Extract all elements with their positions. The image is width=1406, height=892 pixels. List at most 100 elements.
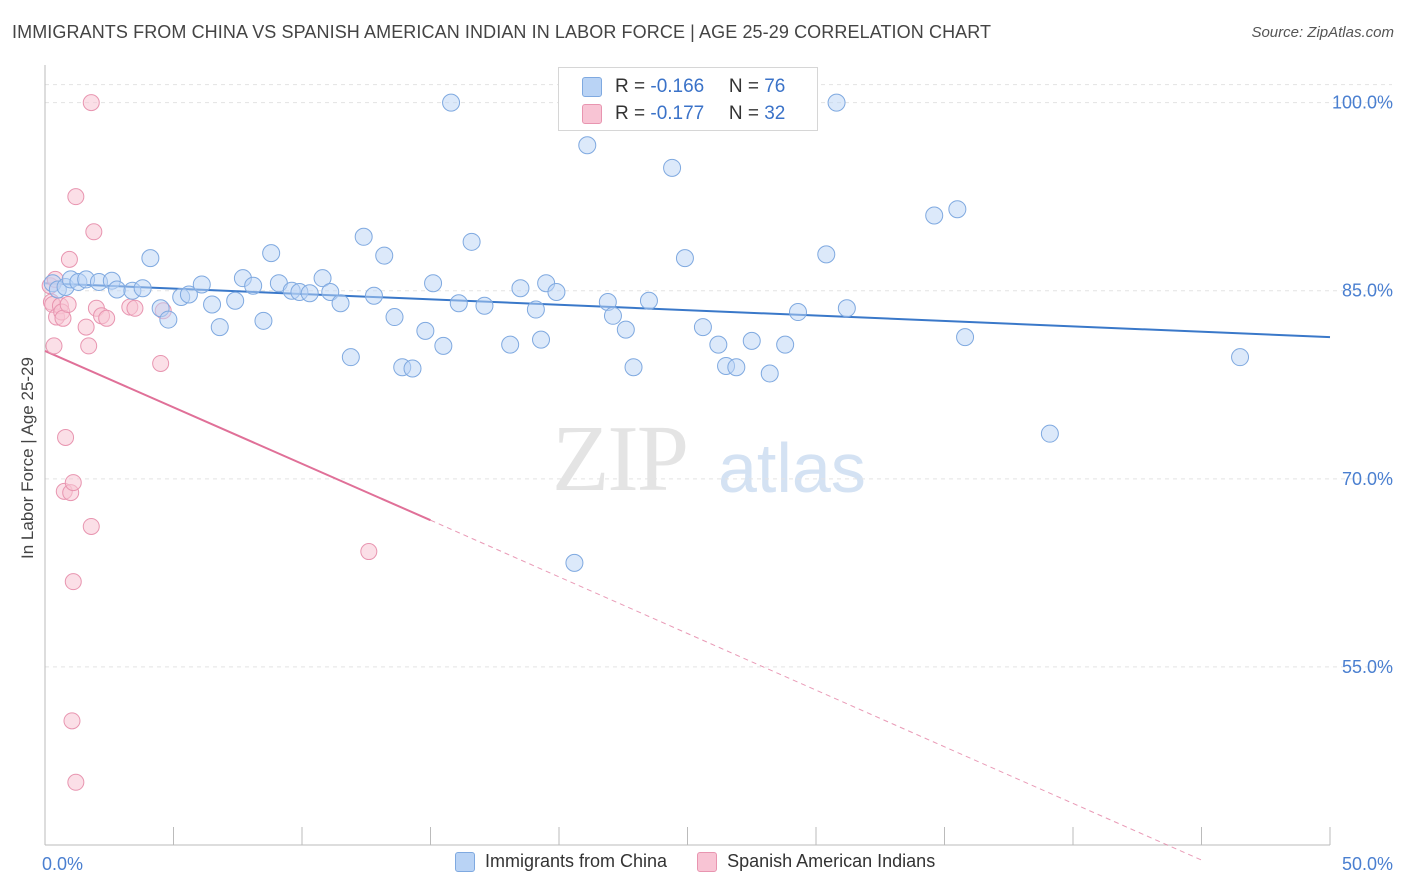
watermark-atlas: atlas — [718, 429, 866, 507]
spanish-point — [67, 188, 85, 206]
stats-legend: R = -0.166 N = 76 R = -0.177 N = 32 — [558, 67, 818, 131]
china-point — [462, 232, 481, 251]
legend-item-china[interactable]: Immigrants from China — [455, 851, 667, 872]
china-point — [789, 303, 808, 322]
china-point — [837, 299, 856, 318]
chart-title: IMMIGRANTS FROM CHINA VS SPANISH AMERICA… — [12, 22, 992, 42]
china-point — [375, 246, 394, 265]
series-legend: Immigrants from China Spanish American I… — [455, 851, 965, 872]
spanish-r-label: R = — [615, 103, 651, 124]
china-point — [956, 328, 975, 347]
china-point — [675, 249, 694, 268]
china-n-value: 76 — [764, 76, 786, 97]
china-point — [226, 291, 245, 310]
china-point — [1231, 348, 1250, 367]
china-point — [532, 330, 551, 349]
spanish-point — [67, 773, 85, 791]
china-point — [616, 320, 635, 339]
spanish-legend-label: Spanish American Indians — [727, 851, 936, 871]
china-point — [364, 286, 383, 305]
china-point — [354, 227, 373, 246]
china-point — [321, 282, 340, 301]
spanish-point — [360, 543, 378, 561]
spanish-swatch — [582, 104, 602, 124]
spanish-point — [80, 337, 98, 355]
spanish-n-label: N = — [728, 103, 765, 124]
china-point — [925, 206, 944, 225]
china-point — [526, 300, 545, 319]
china-point — [313, 269, 332, 288]
spanish-point — [60, 250, 78, 268]
grid-lines — [45, 84, 1392, 668]
spanish-point — [59, 296, 77, 314]
china-r-value: -0.166 — [650, 76, 705, 97]
china-trend-segment — [44, 282, 1331, 339]
china-point — [511, 279, 530, 298]
spanish-n-value: 32 — [764, 103, 786, 124]
spanish-point — [63, 712, 81, 730]
china-point — [300, 284, 319, 303]
spanish-point — [85, 223, 103, 241]
spanish-points — [41, 94, 378, 791]
china-legend-swatch — [455, 851, 475, 872]
y-tick-label: 55.0% — [1342, 657, 1393, 677]
legend-item-spanish[interactable]: Spanish American Indians — [697, 851, 935, 872]
china-point — [416, 321, 435, 340]
china-point — [727, 358, 746, 377]
china-point — [501, 335, 520, 354]
china-point — [262, 244, 281, 263]
china-point — [203, 295, 222, 314]
china-point — [434, 336, 453, 355]
spanish-legend-swatch — [697, 851, 718, 872]
china-point — [210, 318, 229, 337]
spanish-point — [98, 309, 116, 327]
spanish-point — [82, 517, 100, 535]
china-point — [403, 359, 422, 378]
spanish-point — [126, 299, 144, 317]
china-point — [624, 358, 643, 377]
y-tick-label: 70.0% — [1342, 469, 1393, 489]
china-point — [639, 291, 658, 310]
china-point — [603, 306, 622, 325]
china-point — [948, 200, 967, 219]
china-trend-line — [44, 282, 1331, 339]
spanish-r-value: -0.177 — [650, 103, 705, 124]
y-tick-label: 85.0% — [1342, 281, 1393, 301]
watermark-zip: ZIP — [552, 407, 689, 511]
china-point — [776, 335, 795, 354]
china-point — [449, 294, 468, 313]
source-credit: Source: ZipAtlas.com — [1251, 24, 1394, 41]
china-point — [565, 553, 584, 572]
china-point — [693, 318, 712, 337]
china-point — [244, 276, 263, 295]
china-point — [663, 158, 682, 177]
legend-row-china: R = -0.166 N = 76 — [582, 76, 786, 98]
spanish-point — [45, 337, 63, 355]
china-point — [192, 275, 211, 294]
china-point — [133, 279, 152, 298]
spanish-point — [152, 354, 170, 372]
spanish-trend-line — [44, 350, 1202, 861]
spanish-point — [82, 94, 100, 112]
china-point — [578, 136, 597, 155]
x-tick-label: 50.0% — [1342, 854, 1393, 874]
x-tick-label: 0.0% — [42, 854, 83, 874]
china-points — [43, 93, 1250, 572]
axes — [44, 65, 1331, 846]
china-point — [331, 294, 350, 313]
spanish-point — [64, 474, 82, 492]
spanish-trend-extension — [430, 519, 1202, 861]
spanish-point — [64, 573, 82, 591]
china-point — [141, 249, 160, 268]
spanish-point — [57, 428, 75, 446]
china-point — [424, 274, 443, 293]
spanish-point — [77, 318, 95, 336]
china-point — [107, 280, 126, 299]
china-point — [547, 282, 566, 301]
china-point — [442, 93, 461, 112]
china-point — [179, 285, 198, 304]
spanish-trend-segment — [44, 350, 431, 522]
china-point — [742, 331, 761, 350]
china-point — [709, 335, 728, 354]
